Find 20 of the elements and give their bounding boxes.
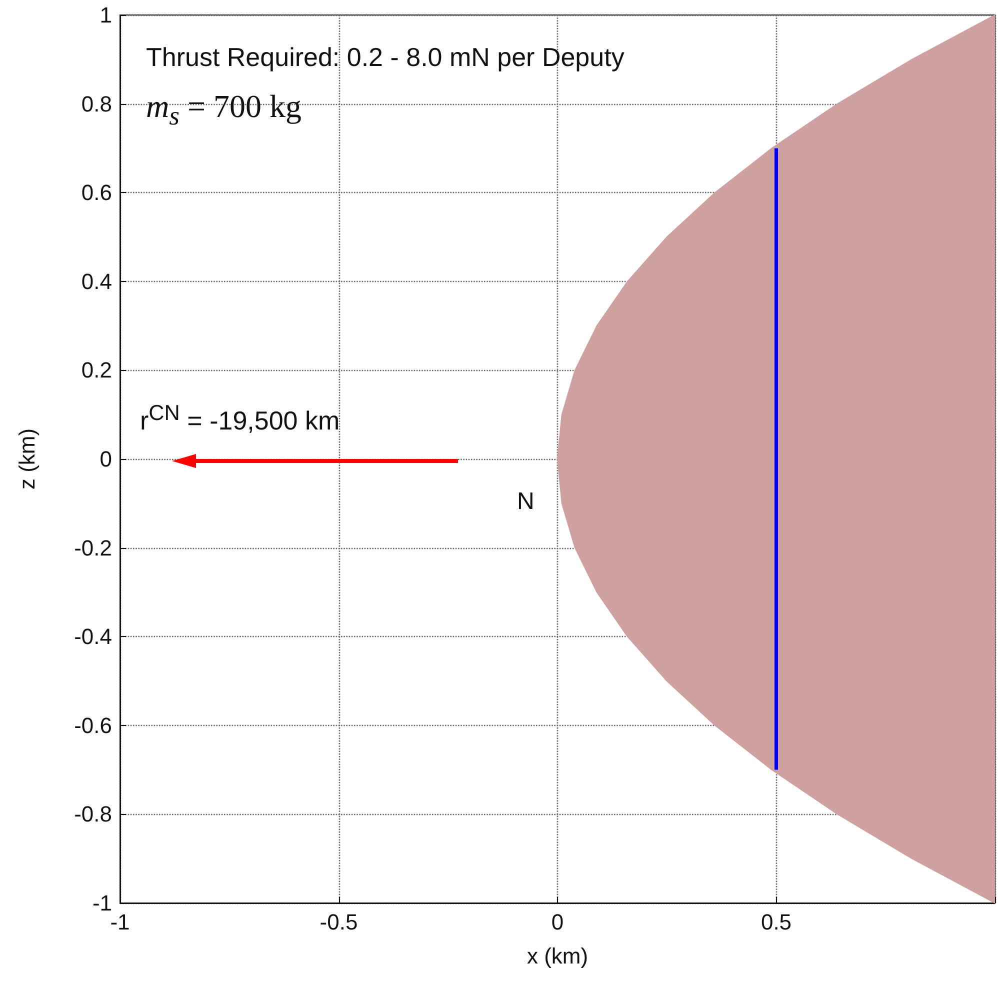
annotation: m$_{s}$ = 700 kg [146,88,302,132]
y-tick-label: 1 [100,2,112,28]
y-tick-label: 0.2 [81,358,112,383]
y-tick-label: 0 [100,446,112,472]
annotation: r$^{CN}$ = -19,500 km [140,400,340,437]
x-tick-label: -0.5 [320,910,358,934]
annotation: Thrust Required: 0.2 - 8.0 mN per Deputy [146,42,624,73]
x-axis-title: x (km) [526,944,588,968]
x-tick-label: 0 [551,910,564,934]
y-tick-label: -1 [92,890,112,916]
y-axis-title: z (km) [14,428,40,490]
y-tick-label: -0.4 [74,624,112,650]
y-tick-label: -0.8 [74,802,112,827]
x-tick-label: 0.5 [760,910,792,934]
y-tick-label: 0.8 [81,91,112,116]
annotation: N [517,488,534,516]
y-tick-label: -0.6 [74,712,112,738]
y-tick-label: 0.4 [81,268,112,294]
y-tick-label: -0.2 [74,535,112,560]
y-tick-label: 0.6 [81,180,112,206]
